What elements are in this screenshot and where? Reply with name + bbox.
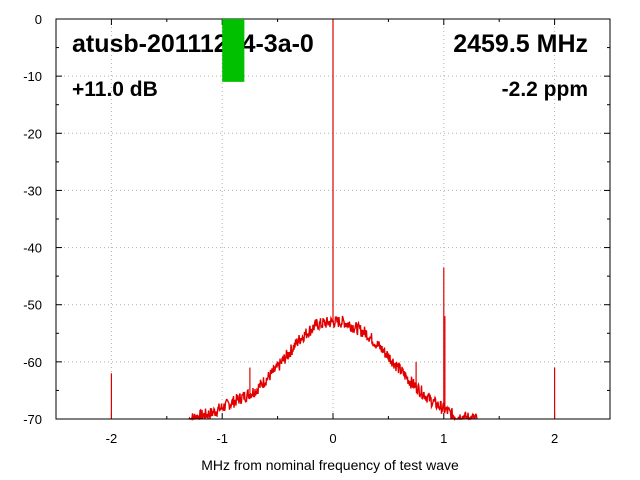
y-tick-label: -10 — [23, 69, 42, 84]
frequency-label: 2459.5 MHz — [453, 30, 588, 58]
x-tick-label: 1 — [440, 431, 447, 446]
y-tick-label: -40 — [23, 241, 42, 256]
plot-border — [55, 18, 611, 420]
y-tick-label: -70 — [23, 412, 42, 427]
y-tick-label: -50 — [23, 298, 42, 313]
gain-label: +11.0 dB — [72, 78, 158, 101]
x-tick-label: -1 — [216, 431, 228, 446]
y-tick-label: 0 — [35, 12, 42, 27]
y-tick-label: -30 — [23, 183, 42, 198]
x-tick-label: -2 — [106, 431, 118, 446]
x-tick-label: 2 — [551, 431, 558, 446]
plot-area — [110, 19, 556, 422]
x-tick-label: 0 — [329, 431, 336, 446]
ppm-label: -2.2 ppm — [502, 78, 588, 101]
device-title: atusb-20111214-3a-0 — [72, 30, 314, 58]
channel-marker — [222, 19, 245, 82]
y-tick-label: -20 — [23, 126, 42, 141]
x-axis-label: MHz from nominal frequency of test wave — [201, 457, 459, 473]
y-axis: 0 -10 -20 -30 -40 -50 -60 -70 — [23, 12, 610, 427]
y-tick-label: -60 — [23, 355, 42, 370]
